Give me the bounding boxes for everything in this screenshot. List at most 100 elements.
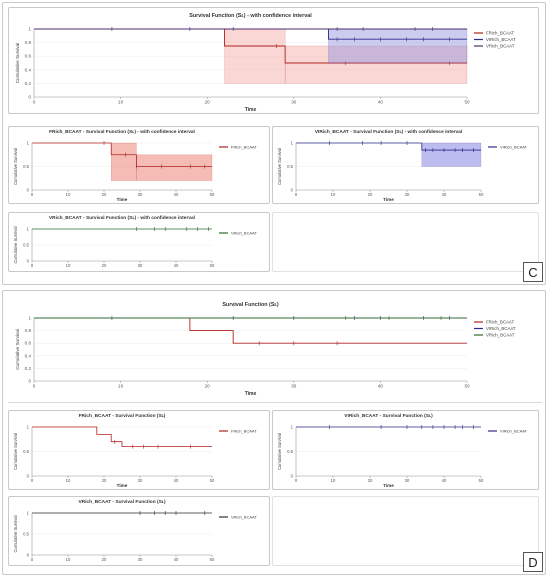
x-tick-label: 0 [33, 384, 36, 389]
legend-label: VIRich_BCAAT [486, 37, 516, 42]
x-tick-label: 20 [368, 478, 373, 483]
confidence-band [421, 142, 482, 167]
x-tick-label: 50 [210, 478, 215, 483]
y-tick-label: 1 [28, 27, 31, 32]
x-tick-label: 20 [205, 100, 211, 105]
legend-label: FRich_BCAAT [231, 145, 257, 150]
chart-svg: Survival Function (Sʟ) - with confidence… [15, 13, 516, 113]
legend-label: VIRich_BCAAT [486, 326, 516, 331]
x-tick-label: 50 [464, 384, 470, 389]
y-tick-label: 0 [27, 259, 30, 264]
y-tick-label: 0.8 [25, 328, 32, 333]
x-tick-label: 0 [31, 557, 34, 562]
panel-c-vrich [8, 212, 270, 272]
x-axis-label: Time [245, 391, 257, 397]
y-tick-label: 0 [27, 188, 30, 193]
divider-d-top [8, 402, 542, 403]
y-tick-label: 0 [27, 553, 30, 558]
y-tick-label: 0 [291, 474, 294, 479]
x-tick-label: 30 [138, 478, 143, 483]
panel-label-d: D [523, 552, 543, 572]
x-tick-label: 40 [174, 557, 179, 562]
y-tick-label: 0 [291, 188, 294, 193]
y-tick-label: 0 [28, 95, 31, 100]
confidence-band [328, 28, 468, 64]
y-tick-label: 1 [291, 141, 294, 146]
panel-c-combined [8, 7, 539, 114]
panel-c-frich [8, 126, 270, 204]
legend-label: FRich_BCAAT [486, 320, 515, 325]
x-tick-label: 20 [102, 478, 107, 483]
x-tick-label: 10 [66, 192, 71, 197]
chart-svg: VRich_BCAAT - Survival Function (Sʟ) 0 0.5… [13, 499, 257, 562]
x-tick-label: 30 [138, 263, 143, 268]
y-axis-label: Cumulative Survival [13, 433, 18, 470]
legend-label: VIRich_BCAAT [500, 429, 528, 434]
y-axis-label: Cumulative Survival [277, 148, 282, 185]
x-tick-label: 20 [102, 263, 107, 268]
legend-label: VIRich_BCAAT [500, 145, 528, 150]
x-tick-label: 50 [479, 478, 484, 483]
x-tick-label: 40 [378, 384, 384, 389]
x-axis-label: Time [383, 197, 394, 202]
chart-svg: VIRich_BCAAT - Survival Function (Sʟ) 0 0.… [277, 413, 528, 488]
chart-svg: VIRich_BCAAT - Survival Function (Sʟ) - … [277, 129, 528, 202]
panel-c-empty [272, 212, 539, 272]
confidence-band [110, 142, 137, 181]
legend-label: FRich_BCAAT [486, 31, 515, 36]
x-tick-label: 40 [174, 478, 179, 483]
chart-c-virich: VIRich_BCAAT - Survival Function (Sʟ) - … [272, 126, 539, 204]
y-axis-label: Cumulative Survival [13, 226, 18, 263]
y-axis-label: Cumulative Survival [13, 148, 18, 185]
chart-title: VRich_BCAAT - Survival Function (Sʟ) [78, 499, 166, 505]
chart-title: FRich_BCAAT - Survival Function (Sʟ) [79, 413, 166, 419]
y-tick-label: 0.4 [25, 67, 32, 72]
x-axis-label: Time [117, 197, 128, 202]
x-axis-label: Time [245, 107, 257, 113]
y-tick-label: 1 [28, 316, 31, 321]
chart-title: FRich_BCAAT - Survival Function (Sʟ) - w… [49, 129, 195, 135]
chart-d-virich: VIRich_BCAAT - Survival Function (Sʟ) 0 0.… [272, 410, 539, 490]
chart-title: VIRich_BCAAT - Survival Function (Sʟ) - … [315, 129, 462, 135]
y-tick-label: 0 [28, 379, 31, 384]
legend-label: FRich_BCAAT [231, 429, 257, 434]
y-axis-label: Cumulative Survival [277, 433, 282, 470]
x-tick-label: 40 [174, 263, 179, 268]
chart-d-combined: Survival Function (Sʟ) 0 0.2 0.4 0.6 0.8 1 0 10 2… [8, 296, 539, 398]
y-tick-label: 0.8 [25, 40, 32, 45]
legend-label: VRich_BCAAT [231, 515, 257, 520]
chart-title: VIRich_BCAAT - Survival Function (Sʟ) [344, 413, 433, 419]
x-tick-label: 0 [31, 192, 34, 197]
y-tick-label: 0.5 [23, 243, 29, 248]
x-tick-label: 10 [66, 478, 71, 483]
chart-svg: FRich_BCAAT - Survival Function (Sʟ) - w… [13, 129, 257, 202]
x-tick-label: 0 [295, 478, 298, 483]
y-tick-label: 1 [27, 227, 30, 232]
y-tick-label: 0.2 [25, 81, 32, 86]
chart-svg: FRich_BCAAT - Survival Function (Sʟ) 0 0.5… [13, 413, 257, 488]
x-tick-label: 30 [138, 192, 143, 197]
legend-label: VRich_BCAAT [486, 44, 515, 49]
panel-d-frich [8, 410, 270, 490]
x-tick-label: 10 [66, 557, 71, 562]
y-axis-label: Cumulative Survival [15, 329, 20, 370]
chart-title: Survival Function (Sʟ) - with confidence… [189, 13, 312, 19]
confidence-band [284, 45, 468, 84]
confidence-band [136, 154, 213, 181]
panel-d-vrich [8, 496, 270, 566]
y-tick-label: 0.5 [23, 449, 29, 454]
x-tick-label: 50 [479, 192, 484, 197]
x-tick-label: 40 [442, 192, 447, 197]
chart-title: VRich_BCAAT - Survival Function (Sʟ) - w… [49, 215, 195, 221]
x-tick-label: 20 [102, 557, 107, 562]
chart-c-frich: FRich_BCAAT - Survival Function (Sʟ) - w… [8, 126, 270, 204]
x-tick-label: 20 [205, 384, 211, 389]
y-tick-label: 1 [27, 141, 30, 146]
x-tick-label: 0 [33, 100, 36, 105]
y-tick-label: 0.5 [23, 164, 29, 169]
x-tick-label: 20 [102, 192, 107, 197]
x-tick-label: 20 [368, 192, 373, 197]
y-tick-label: 0.5 [23, 532, 29, 537]
x-tick-label: 10 [118, 100, 124, 105]
chart-title: Survival Function (Sʟ) [222, 302, 279, 308]
